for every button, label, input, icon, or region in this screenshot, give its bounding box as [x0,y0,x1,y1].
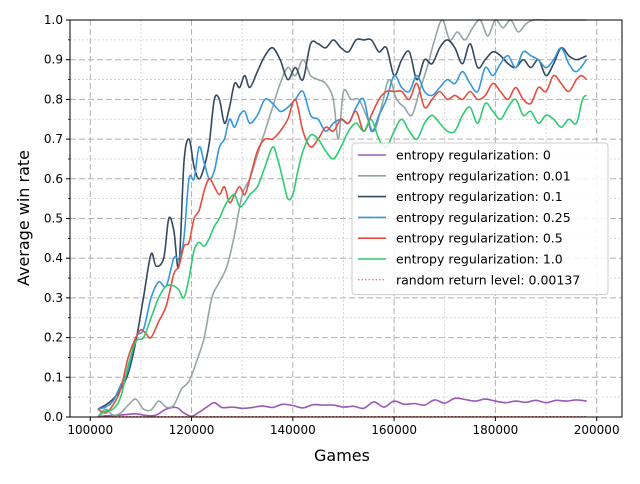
y-tick-label: 1.0 [44,13,63,27]
series-0-line [97,397,587,417]
y-axis-title: Average win rate [14,150,33,286]
x-axis-title: Games [314,446,370,465]
x-tick-label: 180000 [472,423,518,437]
plot-series [97,19,588,417]
y-tick-label: 0.0 [44,410,63,424]
y-tick-label: 0.9 [44,53,63,67]
y-tick-label: 0.4 [44,251,63,265]
y-tick-label: 0.2 [44,331,63,345]
y-tick-label: 0.6 [44,172,63,186]
legend-label: random return level: 0.00137 [396,272,580,287]
y-tick-label: 0.5 [44,212,63,226]
y-tick-label: 0.7 [44,132,63,146]
y-tick-label: 0.3 [44,291,63,305]
series-5-line [97,94,588,417]
y-tick-label: 0.8 [44,92,63,106]
legend-label: entropy regularization: 0.1 [396,189,563,204]
x-tick-label: 140000 [270,423,316,437]
x-tick-label: 200000 [574,423,620,437]
legend-label: entropy regularization: 1.0 [396,252,563,267]
series-2-line [97,38,587,410]
legend-label: entropy regularization: 0 [396,148,551,163]
legend: entropy regularization: 0 entropy regular… [351,142,609,296]
legend-box [351,142,609,296]
x-tick-label: 120000 [169,423,215,437]
x-tick-label: 160000 [371,423,417,437]
series-4-line [97,74,588,414]
axis-ticks: 0.0 0.1 0.2 0.3 0.4 0.5 0.6 0.7 0.8 0.9 1.0 100000 1… [44,13,620,437]
y-tick-label: 0.1 [44,370,63,384]
legend-label: entropy regularization: 0.25 [396,210,571,225]
legend-label: entropy regularization: 0.01 [396,168,571,183]
series-1-line [97,19,587,417]
series-3-line [97,47,588,410]
legend-label: entropy regularization: 0.5 [396,231,563,246]
x-tick-label: 100000 [67,423,113,437]
